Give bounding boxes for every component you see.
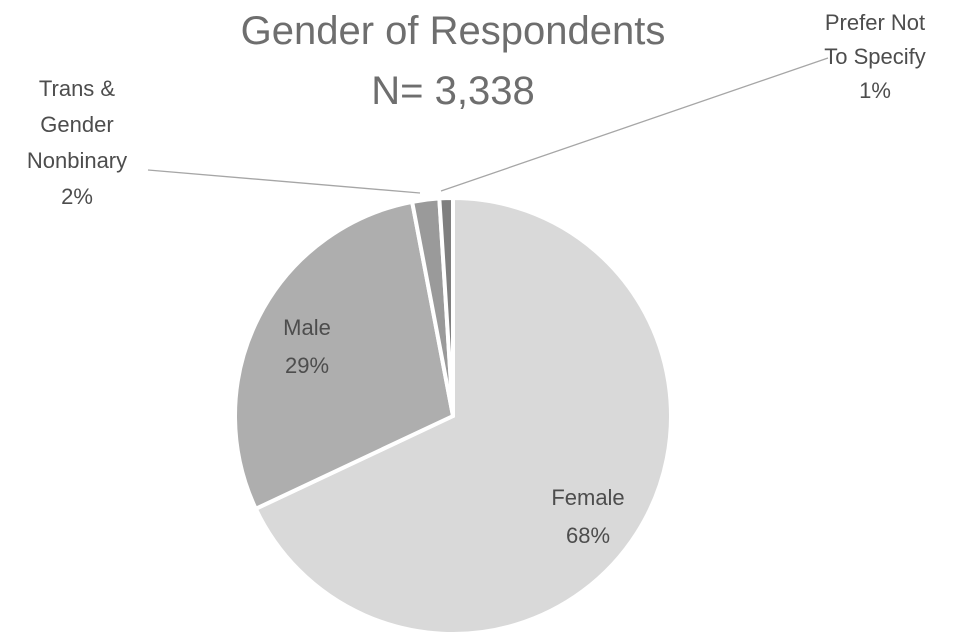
- pie-slice-prefer-not-to-specify: [437, 196, 455, 418]
- data-label-line: Nonbinary: [27, 148, 127, 173]
- data-label-line: 1%: [859, 78, 891, 103]
- data-label-line: Trans &: [39, 76, 116, 101]
- data-label-line: 2%: [61, 184, 93, 209]
- chart-subtitle: N= 3,338: [371, 69, 534, 113]
- data-label-line: To Specify: [824, 44, 926, 69]
- data-label: Male 29%: [283, 315, 331, 378]
- data-label: Female 68%: [551, 485, 624, 548]
- pie-slice-male: [233, 199, 455, 511]
- data-label-line: Female: [551, 485, 624, 510]
- leader-line: [440, 57, 829, 192]
- chart-title: Gender of Respondents: [241, 9, 666, 53]
- data-label-line: 68%: [566, 523, 610, 548]
- slice-labels: Female 68% Male 29% Trans & Gender Nonbinary 2%…: [27, 10, 926, 548]
- data-label-line: Gender: [40, 112, 113, 137]
- data-label-line: 29%: [285, 353, 329, 378]
- data-label: Trans & Gender Nonbinary 2%: [27, 76, 127, 209]
- pie-slices: [233, 196, 673, 636]
- pie-slice-female: [253, 196, 673, 636]
- data-label-line: Prefer Not: [825, 10, 925, 35]
- data-label-line: Male: [283, 315, 331, 340]
- leader-line: [147, 169, 421, 194]
- data-label: Prefer Not To Specify 1%: [824, 10, 926, 103]
- leader-lines: [147, 57, 829, 194]
